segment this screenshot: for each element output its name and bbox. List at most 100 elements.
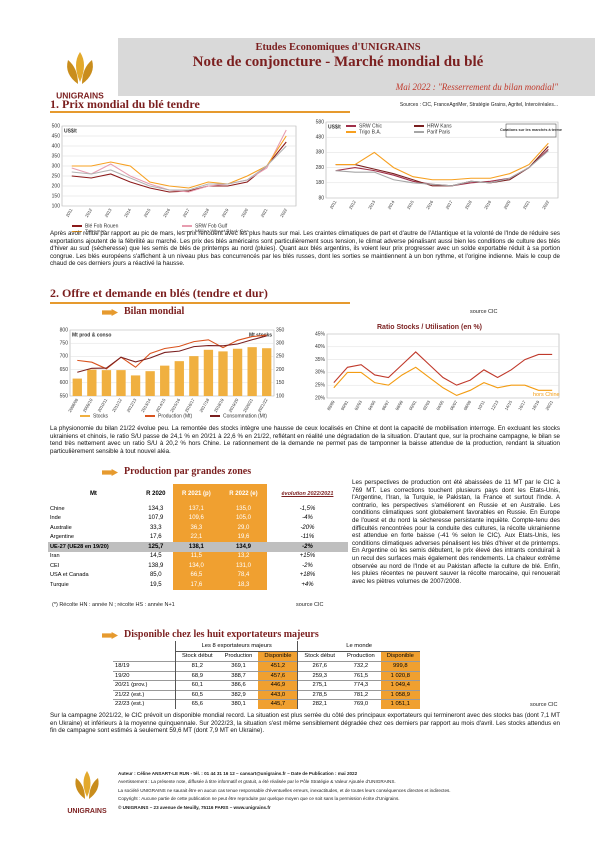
plot-frame — [69, 329, 275, 397]
cell: 451,2 — [258, 661, 298, 671]
paragraph: Après avoir reflué par rapport au pic de… — [50, 230, 560, 268]
x-tick-label: 2017 — [444, 199, 453, 210]
legend-label: Stocks — [93, 413, 109, 419]
row: CEI 138,9 134,0 131,0 -2% — [48, 561, 348, 571]
row: Chine 134,3 137,1 135,0 -1,5% — [48, 504, 348, 514]
x-tick-label: 2016/17 — [184, 397, 196, 413]
x-tick-label: 94/95 — [367, 399, 377, 411]
y2-tick-label: 250 — [276, 354, 285, 360]
x-tick-label: 90/91 — [340, 399, 350, 411]
bar — [87, 369, 97, 396]
section-heading: 1. Prix mondial du blé tendre — [50, 97, 200, 111]
cell: -20% — [300, 524, 315, 531]
y-tick-label: 250 — [52, 173, 61, 179]
cell: 13,2 — [220, 551, 267, 561]
bar — [189, 356, 199, 396]
x-tick-label: 2014/15 — [155, 397, 167, 413]
cell: 36,3 — [172, 523, 221, 533]
futures-chart: 80 180 280 380 480 580 2011 2012 2013 2014 2015 201… — [316, 119, 562, 210]
legend-label: Trigo B.A. — [359, 129, 381, 135]
header-cell: Mt — [89, 491, 97, 497]
y-tick-label: 280 — [316, 165, 325, 171]
series-line — [71, 135, 287, 189]
group-cell: Le monde — [297, 641, 420, 652]
cell: Turquie — [50, 581, 69, 588]
header-cell: Disponible — [380, 651, 420, 662]
header-cell: R 2020 — [146, 491, 166, 497]
bar — [247, 347, 257, 396]
y-tick-label: 150 — [52, 193, 61, 199]
cell: 278,5 — [297, 690, 342, 700]
x-tick-label: 2015/16 — [169, 397, 181, 413]
x-tick-label: 2012/13 — [125, 397, 137, 413]
subtitle: Mai 2022 : "Resserrement du bilan mondia… — [395, 82, 558, 92]
cell: Chine — [50, 505, 65, 512]
header-cell: évolution 2022/2021 — [281, 491, 334, 497]
cell: 107,9 — [148, 515, 164, 522]
source: source CIC — [530, 702, 558, 708]
x-tick-label: 2015 — [406, 199, 415, 210]
cell: Australie — [50, 524, 72, 531]
x-tick-label: 2022 — [279, 207, 288, 218]
x-tick-label: 2011/12 — [111, 397, 123, 413]
x-tick-label: 10/11 — [476, 399, 486, 411]
x-tick-label: 18/19 — [531, 399, 541, 411]
footer: Auteur : Céline ANSART-LE RUN - tél. : 0… — [118, 770, 558, 812]
cell: 18,3 — [220, 580, 267, 590]
cell: 445,7 — [258, 699, 298, 709]
x-tick-label: 2015 — [143, 207, 152, 218]
cell: -2% — [302, 543, 313, 550]
header-cell: Stock début — [297, 651, 342, 662]
x-tick-label: 2012 — [84, 207, 93, 218]
cell: 33,3 — [149, 524, 162, 531]
plot-frame — [326, 333, 560, 399]
y-tick-label: 450 — [52, 133, 61, 139]
bar — [203, 349, 214, 396]
cell: 105,0 — [220, 513, 267, 523]
annotation: Cotations sur les marchés à terme — [500, 128, 562, 132]
x-tick-label: 2016 — [162, 207, 171, 218]
title: Note de conjoncture - Marché mondial du … — [192, 54, 484, 70]
cell: 457,6 — [258, 671, 298, 681]
series-line — [333, 351, 553, 386]
bar — [101, 370, 112, 396]
cell: 138,9 — [148, 562, 164, 569]
cell: 386,6 — [231, 682, 246, 689]
cell: 17,6 — [172, 580, 221, 590]
x-tick-label: 98/99 — [394, 399, 404, 411]
y-tick-label: 35% — [315, 357, 326, 363]
x-tick-label: 2013 — [367, 199, 376, 210]
bar — [232, 348, 243, 396]
header-row: Mt R 2020 R 2021 (p) R 2022 (e) évolution 20… — [48, 484, 348, 504]
y2-tick-label: 150 — [276, 380, 285, 386]
y-tick-label: 800 — [60, 327, 69, 333]
cell: 66,5 — [172, 570, 221, 580]
bar — [130, 375, 141, 396]
row: Australie 33,3 36,3 29,0 -20% — [48, 523, 348, 533]
x-tick-label: 04/05 — [435, 399, 445, 411]
logo-text: UNIGRAINS — [67, 808, 107, 815]
cell: 17,6 — [149, 534, 162, 541]
y-tick-label: 40% — [315, 344, 326, 350]
cell: Argentine — [50, 534, 74, 541]
y-tick-label: 300 — [52, 163, 61, 169]
header-cell: Production — [224, 653, 253, 660]
series-line — [77, 335, 267, 373]
y-label: US$/t — [64, 128, 77, 134]
x-tick-label: 2013/14 — [140, 397, 152, 413]
x-tick-label: 88/89 — [326, 399, 336, 411]
cell: 781,2 — [353, 691, 369, 698]
export-table-wrap: Les 8 exportateurs majeurs Le monde Stock … — [113, 641, 420, 709]
production-table: Mt R 2020 R 2021 (p) R 2022 (e) évolution 20… — [48, 484, 348, 590]
cell: 282,1 — [297, 699, 342, 709]
bar — [262, 348, 272, 396]
x-tick-label: 00/01 — [408, 399, 418, 411]
cell: 382,9 — [231, 691, 246, 698]
footer-line: La société UNIGRAINS ne saurait être en … — [118, 787, 451, 793]
cell: 68,9 — [174, 671, 219, 681]
cell: 19,5 — [149, 581, 162, 588]
cell: 125,7 — [148, 543, 164, 550]
cell: 131,0 — [220, 561, 267, 571]
group-cell: Les 8 exportateurs majeurs — [174, 641, 298, 652]
